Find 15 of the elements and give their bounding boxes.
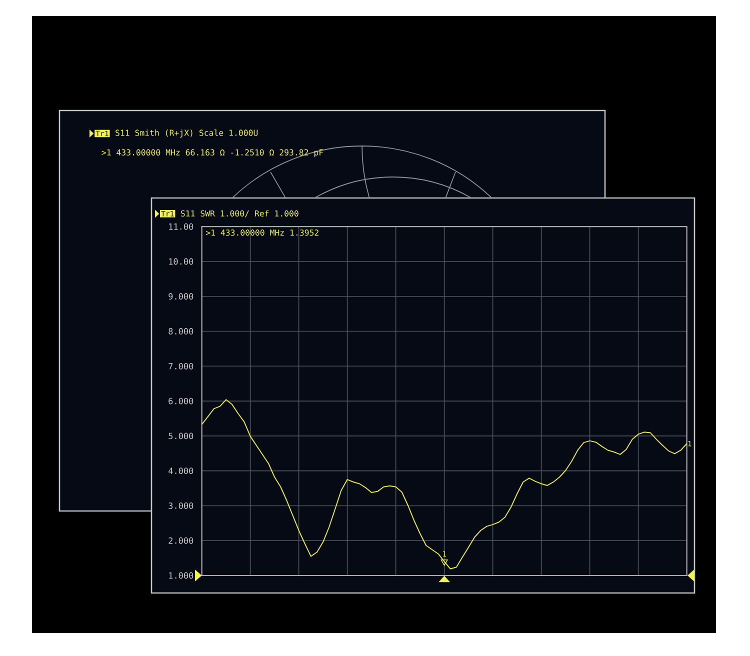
text: >1 433.00000 MHz 66.163 Ω -1.2510 Ω 293.82 pF	[102, 149, 324, 158]
y-tick-label: 10.00	[169, 258, 194, 265]
y-tick-label: 8.000	[168, 328, 194, 334]
annotation: >1 433.00000 MHz 1.3952	[206, 229, 318, 236]
y-tick-label: 2.000	[168, 537, 194, 544]
text: S11 Smith (R+jX) Scale 1.000U	[116, 129, 258, 138]
y-tick-label: 11.00	[169, 223, 194, 230]
y-tick-label: 3.000	[168, 502, 194, 509]
y-tick-label: 9.000	[168, 293, 194, 300]
y-tick-label: 6.000	[168, 398, 194, 404]
chart-title: S11 SWR 1.000/ Ref 1.000	[180, 210, 298, 218]
y-tick-label: 5.000	[168, 432, 194, 440]
y-tick-label: 4.000	[168, 468, 194, 474]
y-tick-label: 1.000	[169, 572, 194, 579]
y-tick-label: 7.000	[168, 362, 194, 370]
